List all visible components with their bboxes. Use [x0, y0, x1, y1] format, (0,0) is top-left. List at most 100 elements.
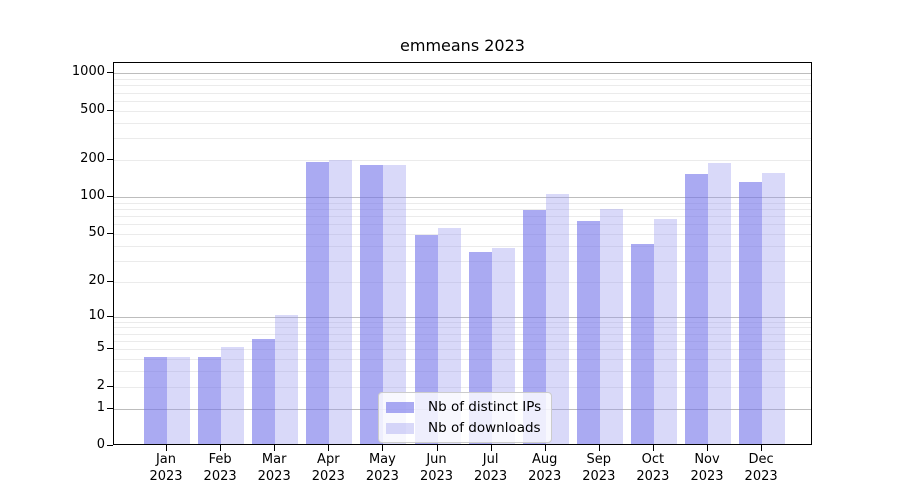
legend: Nb of distinct IPs Nb of downloads	[378, 392, 553, 443]
legend-swatch-downloads-icon	[386, 422, 414, 434]
bar-downloads-apr	[329, 159, 353, 444]
gridline-3	[114, 371, 811, 373]
plot-area	[113, 62, 812, 445]
bar-downloads-sep	[599, 209, 623, 444]
gridline-7	[114, 333, 811, 335]
gridline-4	[114, 359, 811, 361]
bar-downloads-jan	[167, 357, 190, 444]
y-tick-20	[107, 280, 113, 282]
x-tick-nov	[707, 445, 708, 451]
bar-downloads-jun	[437, 227, 461, 444]
bar-downloads-dec	[762, 172, 786, 444]
y-tick-1000	[107, 72, 113, 74]
gridline-900	[114, 79, 811, 81]
x-tick-label-nov: Nov 2023	[690, 452, 724, 484]
legend-label-distinct-ips: Nb of distinct IPs	[428, 399, 542, 415]
chart-title: emmeans 2023	[400, 36, 525, 55]
gridline-300	[114, 138, 811, 140]
gridline-8	[114, 327, 811, 329]
bar-downloads-aug	[545, 194, 569, 444]
bar-distinct-ips-apr	[306, 161, 330, 444]
bar-distinct-ips-may	[360, 165, 384, 444]
gridline-40	[114, 245, 811, 247]
x-tick-label-may: May 2023	[365, 452, 399, 484]
y-tick-5	[107, 348, 113, 350]
bar-distinct-ips-sep	[576, 221, 600, 444]
gridline-100	[114, 197, 811, 199]
y-tick-10	[107, 315, 113, 317]
x-tick-label-aug: Aug 2023	[528, 452, 562, 484]
x-tick-label-feb: Feb 2023	[203, 452, 237, 484]
y-tick-100	[107, 196, 113, 198]
gridline-600	[114, 100, 811, 102]
gridline-60	[114, 224, 811, 226]
y-tick-label-1: 1	[96, 399, 105, 415]
legend-label-downloads: Nb of downloads	[428, 420, 541, 436]
bar-downloads-oct	[653, 218, 677, 444]
gridline-50	[114, 233, 811, 235]
x-tick-label-mar: Mar 2023	[257, 452, 291, 484]
gridline-70	[114, 216, 811, 218]
x-tick-feb	[220, 445, 222, 451]
bar-distinct-ips-oct	[630, 243, 654, 444]
x-tick-label-oct: Oct 2023	[636, 452, 670, 484]
x-tick-label-jun: Jun 2023	[419, 452, 454, 484]
y-tick-label-1000: 1000	[71, 64, 105, 80]
gridline-20	[114, 281, 811, 283]
bar-distinct-ips-jan	[144, 357, 167, 444]
gridline-500	[114, 110, 811, 112]
y-tick-200	[107, 158, 113, 160]
x-tick-sep	[598, 445, 600, 451]
bar-downloads-feb	[221, 347, 245, 444]
gridline-1000	[114, 73, 811, 75]
x-tick-label-dec: Dec 2023	[744, 452, 778, 484]
bar-downloads-mar	[275, 314, 299, 444]
y-tick-label-5: 5	[96, 340, 105, 356]
gridline-30	[114, 260, 811, 262]
bar-downloads-may	[383, 165, 407, 444]
gridline-5	[114, 349, 811, 351]
gridline-80	[114, 208, 811, 210]
y-tick-label-500: 500	[80, 101, 105, 117]
gridline-700	[114, 92, 811, 94]
bar-distinct-ips-mar	[252, 339, 276, 444]
gridline-2	[114, 386, 811, 388]
x-tick-dec	[761, 445, 763, 451]
bar-distinct-ips-jun	[414, 235, 438, 444]
y-tick-label-200: 200	[80, 150, 105, 166]
x-tick-label-jul: Jul 2023	[474, 452, 508, 484]
x-tick-label-sep: Sep 2023	[582, 452, 616, 484]
y-tick-label-20: 20	[88, 272, 105, 288]
legend-entry-distinct-ips: Nb of distinct IPs	[386, 398, 541, 416]
legend-entry-downloads: Nb of downloads	[386, 419, 541, 437]
legend-swatch-distinct-ips-icon	[386, 401, 414, 413]
y-tick-label-100: 100	[80, 188, 105, 204]
bar-downloads-nov	[708, 162, 731, 444]
y-tick-label-50: 50	[88, 224, 105, 240]
x-tick-jun	[436, 445, 438, 451]
gridline-9	[114, 321, 811, 323]
bar-distinct-ips-feb	[198, 357, 222, 444]
y-tick-0	[107, 445, 113, 446]
x-tick-aug	[544, 445, 546, 451]
bar-distinct-ips-nov	[685, 173, 708, 444]
x-tick-jan	[166, 445, 167, 451]
x-tick-jul	[490, 445, 492, 451]
gridline-800	[114, 85, 811, 87]
y-tick-50	[107, 232, 113, 234]
bar-distinct-ips-aug	[522, 209, 546, 444]
y-tick-label-10: 10	[88, 307, 105, 323]
x-tick-apr	[328, 445, 330, 451]
gridline-6	[114, 341, 811, 343]
y-tick-1	[107, 407, 113, 409]
x-tick-label-apr: Apr 2023	[311, 452, 345, 484]
gridline-400	[114, 122, 811, 124]
y-tick-500	[107, 109, 113, 111]
x-tick-mar	[274, 445, 276, 451]
y-tick-label-0: 0	[96, 437, 105, 452]
x-tick-oct	[652, 445, 654, 451]
gridline-200	[114, 159, 811, 161]
x-tick-label-jan: Jan 2023	[149, 452, 183, 484]
bar-distinct-ips-dec	[739, 181, 763, 444]
